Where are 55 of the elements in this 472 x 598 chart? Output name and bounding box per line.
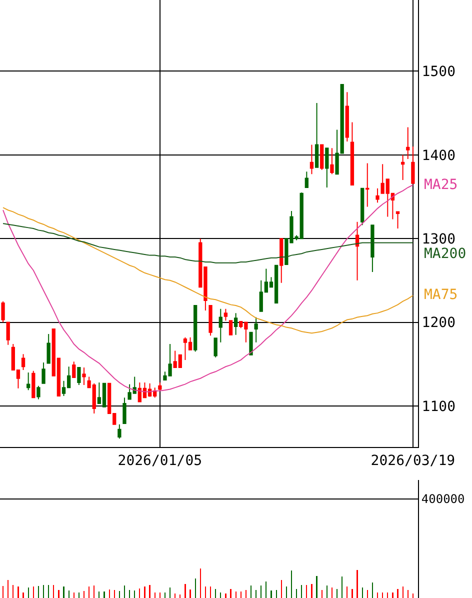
candlestick [158,382,162,392]
candlestick [21,354,26,370]
y-tick-label: 1100 [422,398,456,415]
candlestick [82,366,86,386]
series-label: MA25 [424,177,458,193]
candlestick [320,144,324,170]
candlestick [224,308,228,322]
candlestick [72,361,76,378]
y-tick-label: 1400 [422,148,456,164]
series-label: MA200 [424,246,466,262]
candlestick [194,305,198,352]
candlestick [36,385,40,400]
candlestick [314,102,319,168]
candlestick [345,92,349,142]
line-series [2,184,414,392]
y-tick-label: 1200 [422,315,456,332]
candlestick [370,224,374,273]
line-series [2,223,414,264]
candlestick [218,308,222,343]
candlestick [254,316,258,343]
candlestick [376,188,380,204]
y-tick-label: 1500 [422,64,456,80]
candlestick [42,362,46,384]
candlestick [234,312,238,336]
candlestick [122,397,126,424]
candlestick [304,171,308,188]
candlestick [228,320,233,336]
candlestick [118,424,122,440]
x-tick-label: 2026/03/19 [370,452,456,469]
candlestick [400,154,405,180]
candlestick [77,366,81,386]
candlestick [396,211,400,230]
candlestick [360,188,364,226]
candlestick [310,144,314,175]
candlestick [32,370,36,398]
candlestick [26,372,30,391]
candlestick [6,322,10,346]
series-label: MA75 [424,287,458,303]
candlestick [355,221,360,281]
candlestick [249,332,253,356]
candlestick [411,146,415,184]
candlestick [406,126,410,160]
y-tick-label: 400000 [421,492,465,506]
candlestick [325,148,329,188]
candlestick [366,162,370,208]
candlestick [280,238,284,284]
candlestick [330,148,334,175]
candlestick [350,122,354,186]
candlestick [46,333,50,364]
candlestick [1,300,5,323]
line-series [2,207,414,334]
candlestick [208,305,212,336]
y-tick-label: 1300 [422,231,456,248]
x-tick-label: 2026/01/05 [118,452,202,469]
candlestick [214,338,218,358]
